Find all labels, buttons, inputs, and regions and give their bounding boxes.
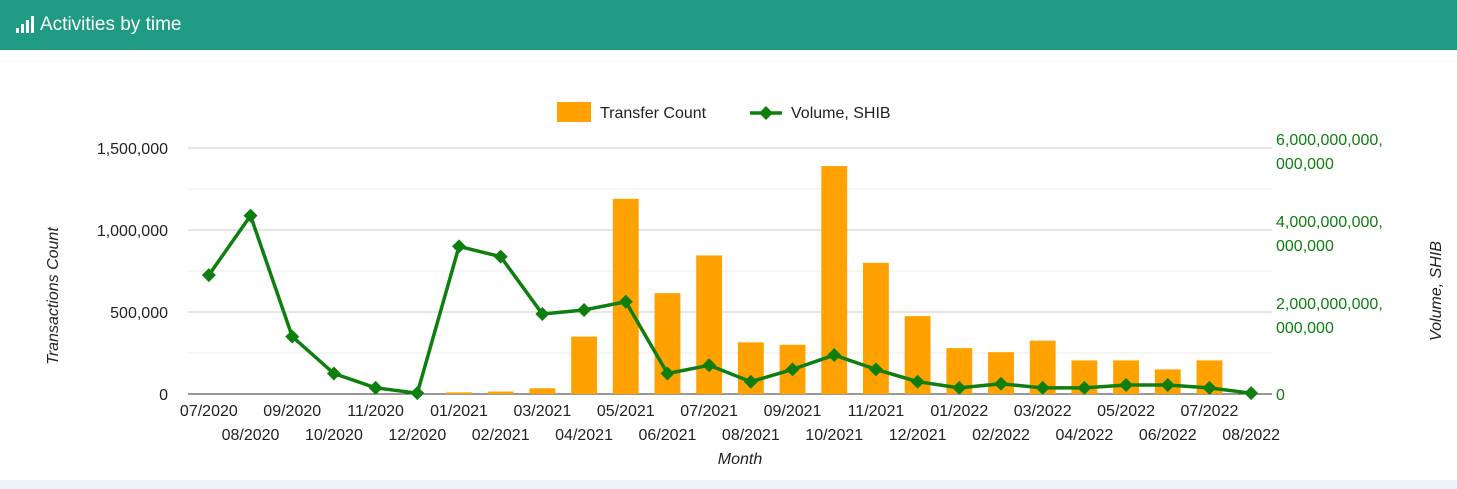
legend-label-volume-shib: Volume, SHIB xyxy=(791,105,891,122)
left-tick-label: 500,000 xyxy=(110,305,168,322)
x-tick-label: 09/2020 xyxy=(263,403,321,420)
left-axis-title: Transactions Count xyxy=(45,227,62,365)
x-tick-label: 01/2021 xyxy=(430,403,488,420)
right-tick-label: 000,000 xyxy=(1276,320,1334,337)
right-tick-label: 000,000 xyxy=(1276,156,1334,173)
x-tick-label: 03/2021 xyxy=(513,403,571,420)
legend-label-transfer-count: Transfer Count xyxy=(600,105,707,122)
point-volume-shib xyxy=(743,374,758,389)
x-tick-label: 12/2021 xyxy=(889,427,947,444)
point-volume-shib xyxy=(493,249,508,264)
point-volume-shib xyxy=(868,362,883,377)
right-tick-label: 0 xyxy=(1276,387,1285,404)
footer-band xyxy=(0,480,1457,489)
right-tick-label: 2,000,000,000, xyxy=(1276,296,1383,313)
point-volume-shib xyxy=(452,239,466,254)
point-volume-shib xyxy=(1035,380,1050,395)
bar-transfer-count xyxy=(487,391,514,394)
point-volume-shib xyxy=(785,362,800,377)
x-tick-label: 08/2021 xyxy=(722,427,780,444)
point-volume-shib xyxy=(827,348,842,363)
point-volume-shib xyxy=(201,268,216,283)
left-tick-label: 0 xyxy=(159,387,168,404)
bar-transfer-count xyxy=(529,388,556,394)
x-tick-label: 11/2021 xyxy=(848,403,905,420)
point-volume-shib xyxy=(702,358,717,373)
panel-title: Activities by time xyxy=(40,14,182,35)
right-tick-label: 4,000,000,000, xyxy=(1276,214,1383,231)
x-tick-label: 07/2022 xyxy=(1181,403,1239,420)
x-tick-label: 02/2022 xyxy=(972,427,1030,444)
x-tick-label: 01/2022 xyxy=(930,403,988,420)
point-volume-shib xyxy=(243,208,258,223)
x-axis-title: Month xyxy=(718,451,763,468)
point-volume-shib xyxy=(368,380,383,395)
x-tick-label: 03/2022 xyxy=(1014,403,1072,420)
bar-transfer-count xyxy=(446,392,472,394)
x-tick-label: 08/2022 xyxy=(1222,427,1280,444)
point-volume-shib xyxy=(952,380,967,395)
panel-header: Activities by time xyxy=(0,0,1457,50)
point-volume-shib xyxy=(535,307,550,322)
point-volume-shib xyxy=(1119,377,1134,392)
x-tick-label: 07/2021 xyxy=(680,403,738,420)
right-tick-label: 000,000 xyxy=(1276,238,1334,255)
point-volume-shib xyxy=(1160,377,1175,392)
point-volume-shib xyxy=(410,386,425,401)
bar-transfer-count xyxy=(696,255,723,394)
left-tick-label: 1,500,000 xyxy=(97,141,168,158)
point-volume-shib xyxy=(618,294,633,309)
x-tick-label: 05/2021 xyxy=(597,403,655,420)
legend-marker-volume-shib xyxy=(759,106,773,120)
activities-chart: 0 500,000 1,000,000 1,500,000 0 2,000,000,000… xyxy=(0,50,1457,480)
x-tick-label: 06/2021 xyxy=(639,427,697,444)
x-tick-label: 07/2020 xyxy=(180,403,238,420)
point-volume-shib xyxy=(1202,380,1217,395)
point-volume-shib xyxy=(994,376,1008,391)
x-tick-label: 05/2022 xyxy=(1097,403,1155,420)
chart-svg: 0 500,000 1,000,000 1,500,000 0 2,000,000,000… xyxy=(45,102,1445,468)
left-tick-label: 1,000,000 xyxy=(97,223,168,240)
point-volume-shib xyxy=(1244,386,1259,401)
x-tick-label: 10/2021 xyxy=(805,427,863,444)
x-tick-label: 04/2021 xyxy=(555,427,613,444)
bar-chart-icon xyxy=(15,15,35,35)
legend-swatch-transfer-count xyxy=(557,102,591,122)
point-volume-shib xyxy=(326,366,341,381)
x-tick-label: 08/2020 xyxy=(222,427,280,444)
point-volume-shib xyxy=(660,366,675,381)
x-tick-label: 11/2020 xyxy=(347,403,404,420)
point-volume-shib xyxy=(1077,380,1092,395)
point-volume-shib xyxy=(285,329,300,344)
x-tick-label: 12/2020 xyxy=(388,427,446,444)
bar-transfer-count xyxy=(571,336,598,394)
right-tick-label: 6,000,000,000, xyxy=(1276,132,1383,149)
point-volume-shib xyxy=(910,374,925,389)
point-volume-shib xyxy=(577,302,592,317)
x-tick-label: 04/2022 xyxy=(1055,427,1113,444)
x-tick-label: 02/2021 xyxy=(472,427,530,444)
x-tick-label: 10/2020 xyxy=(305,427,363,444)
x-tick-label: 06/2022 xyxy=(1139,427,1197,444)
x-tick-label: 09/2021 xyxy=(764,403,822,420)
right-axis-title: Volume, SHIB xyxy=(1428,241,1445,341)
